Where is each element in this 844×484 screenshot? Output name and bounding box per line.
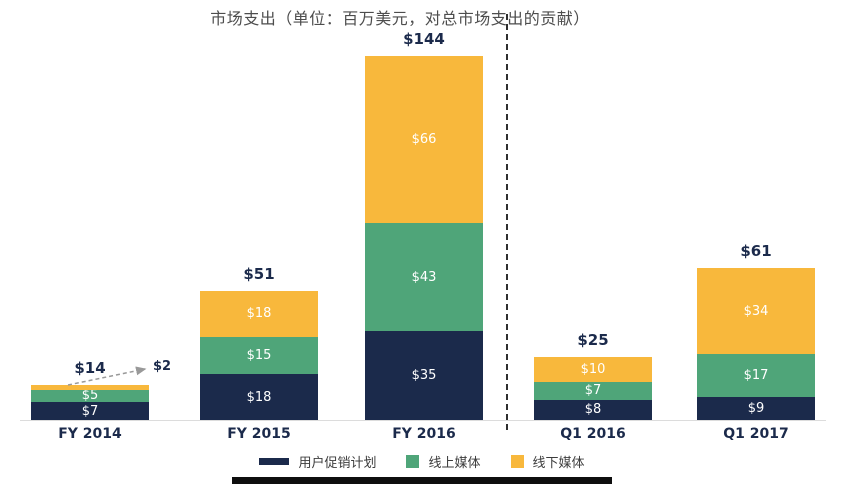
segment-用户促销计划: $35: [365, 331, 483, 420]
bar-FY 2016: $35 $43 $66: [365, 55, 483, 420]
segment-value-label: $10: [580, 361, 606, 377]
total-label-FY 2016: $144: [403, 29, 445, 48]
bar-Q1 2017: $9 $17 $34: [697, 268, 815, 420]
segment-value-label: $7: [584, 383, 602, 399]
segment-value-label: $35: [411, 368, 437, 384]
total-label-Q1 2016: $25: [577, 330, 609, 349]
total-label-FY 2014: $14: [74, 358, 106, 377]
segment-线上媒体: $5: [31, 389, 149, 403]
x-axis-label-Q1 2016: Q1 2016: [560, 426, 626, 442]
segment-value-label: $34: [743, 303, 769, 319]
segment-线上媒体: $43: [365, 222, 483, 332]
segment-value-label: $17: [743, 368, 769, 384]
segment-用户促销计划: $18: [200, 374, 318, 420]
legend-label: 线上媒体: [428, 456, 481, 471]
legend-item-用户促销计划: 用户促销计划: [259, 452, 376, 471]
x-axis-line: [20, 420, 826, 421]
segment-用户促销计划: $9: [697, 397, 815, 420]
segment-value-label: $18: [246, 306, 272, 322]
bar-FY 2014: $7 $5: [31, 384, 149, 420]
segment-value-label: $7: [81, 403, 99, 419]
footer-bar: [232, 477, 612, 484]
segment-线下媒体: [31, 384, 149, 390]
legend-item-线上媒体: 线上媒体: [406, 452, 481, 471]
legend: 用户促销计划 线上媒体 线下媒体: [0, 452, 844, 471]
x-axis-label-FY 2014: FY 2014: [58, 426, 122, 442]
annotation-value-label: $2: [153, 359, 172, 374]
fiscal-quarter-separator-line: [506, 14, 508, 430]
segment-value-label: $5: [81, 389, 99, 403]
segment-线上媒体: $17: [697, 354, 815, 398]
legend-item-线下媒体: 线下媒体: [510, 452, 585, 471]
segment-线下媒体: $66: [365, 55, 483, 223]
segment-用户促销计划: $7: [31, 402, 149, 420]
segment-value-label: $66: [411, 131, 437, 147]
bar-Q1 2016: $8 $7 $10: [534, 356, 652, 420]
segment-value-label: $18: [246, 389, 272, 405]
legend-label: 用户促销计划: [298, 456, 377, 471]
segment-value-label: $43: [411, 269, 437, 285]
x-axis-label-FY 2015: FY 2015: [227, 426, 291, 442]
x-axis-label-FY 2016: FY 2016: [392, 426, 456, 442]
legend-swatch: [510, 455, 524, 468]
segment-线下媒体: $18: [200, 290, 318, 337]
total-label-FY 2015: $51: [243, 264, 275, 283]
segment-用户促销计划: $8: [534, 399, 652, 420]
segment-线上媒体: $7: [534, 382, 652, 400]
legend-label: 线下媒体: [532, 456, 585, 471]
x-axis-label-Q1 2017: Q1 2017: [723, 426, 789, 442]
legend-swatch: [259, 458, 290, 465]
bar-FY 2015: $18 $15 $18: [200, 290, 318, 420]
chart-title: 市场支出（单位：百万美元，对总市场支出的贡献）: [210, 9, 590, 28]
segment-value-label: $15: [246, 348, 272, 363]
segment-value-label: $8: [584, 402, 602, 418]
total-label-Q1 2017: $61: [740, 242, 772, 261]
segment-线下媒体: $10: [534, 356, 652, 383]
legend-swatch: [406, 455, 420, 468]
segment-线下媒体: $34: [697, 268, 815, 355]
segment-value-label: $9: [747, 401, 765, 417]
segment-线上媒体: $15: [200, 336, 318, 375]
